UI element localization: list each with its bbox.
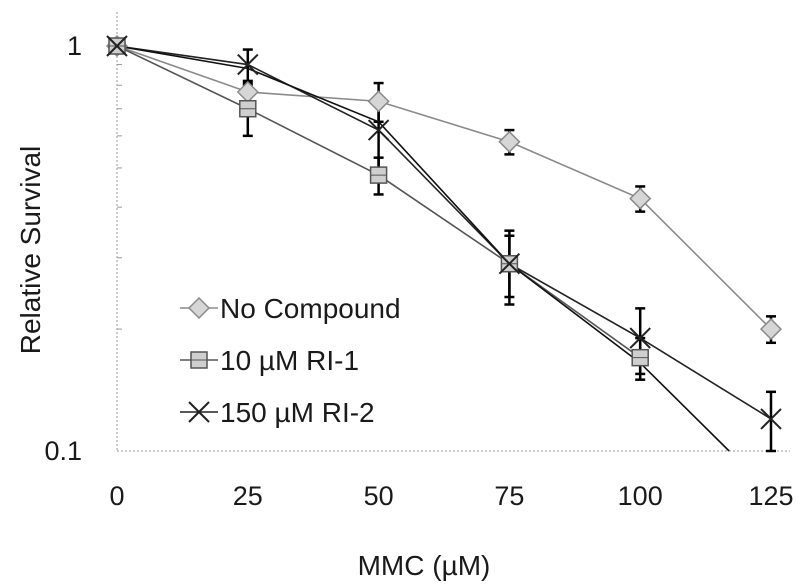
legend: No Compound 10 µM RI-1 150 µM RI-2 (180, 293, 401, 428)
legend-marker (187, 296, 211, 320)
legend-item: 10 µM RI-1 (180, 345, 359, 376)
y-tick-label: 1 (67, 31, 82, 61)
legend-label: 150 µM RI-2 (220, 397, 375, 428)
data-point (631, 348, 649, 367)
data-point (498, 130, 521, 153)
legend-marker (190, 351, 208, 369)
error-bar (766, 390, 776, 453)
axes (116, 12, 790, 452)
data-point (369, 166, 388, 184)
x-tick-label: 100 (618, 481, 663, 511)
legend-item: No Compound (180, 293, 401, 324)
data-point (759, 318, 783, 341)
markers-layer (105, 34, 783, 430)
x-tick-label: 25 (233, 481, 263, 511)
legend-label: 10 µM RI-1 (220, 345, 359, 376)
x-tick-label: 75 (494, 481, 524, 511)
data-point (237, 53, 259, 76)
trend-line-0 (116, 45, 730, 452)
data-point (367, 119, 390, 141)
x-axis-title: MMC (µM) (358, 550, 491, 581)
series-line-0 (116, 45, 772, 330)
y-axis-title: Relative Survival (15, 146, 46, 355)
x-tick-label: 0 (109, 481, 124, 511)
legend-marker (188, 401, 210, 423)
data-point (239, 99, 257, 118)
x-tick-label: 50 (364, 481, 394, 511)
data-point (629, 187, 652, 210)
legend-label: No Compound (220, 293, 401, 324)
x-tick-label: 125 (748, 481, 793, 511)
series-line-2 (116, 45, 772, 420)
y-tick-label: 0.1 (44, 436, 82, 466)
tick-labels: 0 25 50 75 100 125 1 0.1 (44, 31, 793, 511)
legend-item: 150 µM RI-2 (180, 397, 375, 428)
data-point (629, 327, 651, 349)
data-point (106, 35, 128, 57)
series-layer (116, 45, 776, 453)
data-point (760, 408, 782, 430)
data-point (367, 90, 390, 113)
data-point (498, 253, 521, 275)
data-point (236, 80, 259, 104)
